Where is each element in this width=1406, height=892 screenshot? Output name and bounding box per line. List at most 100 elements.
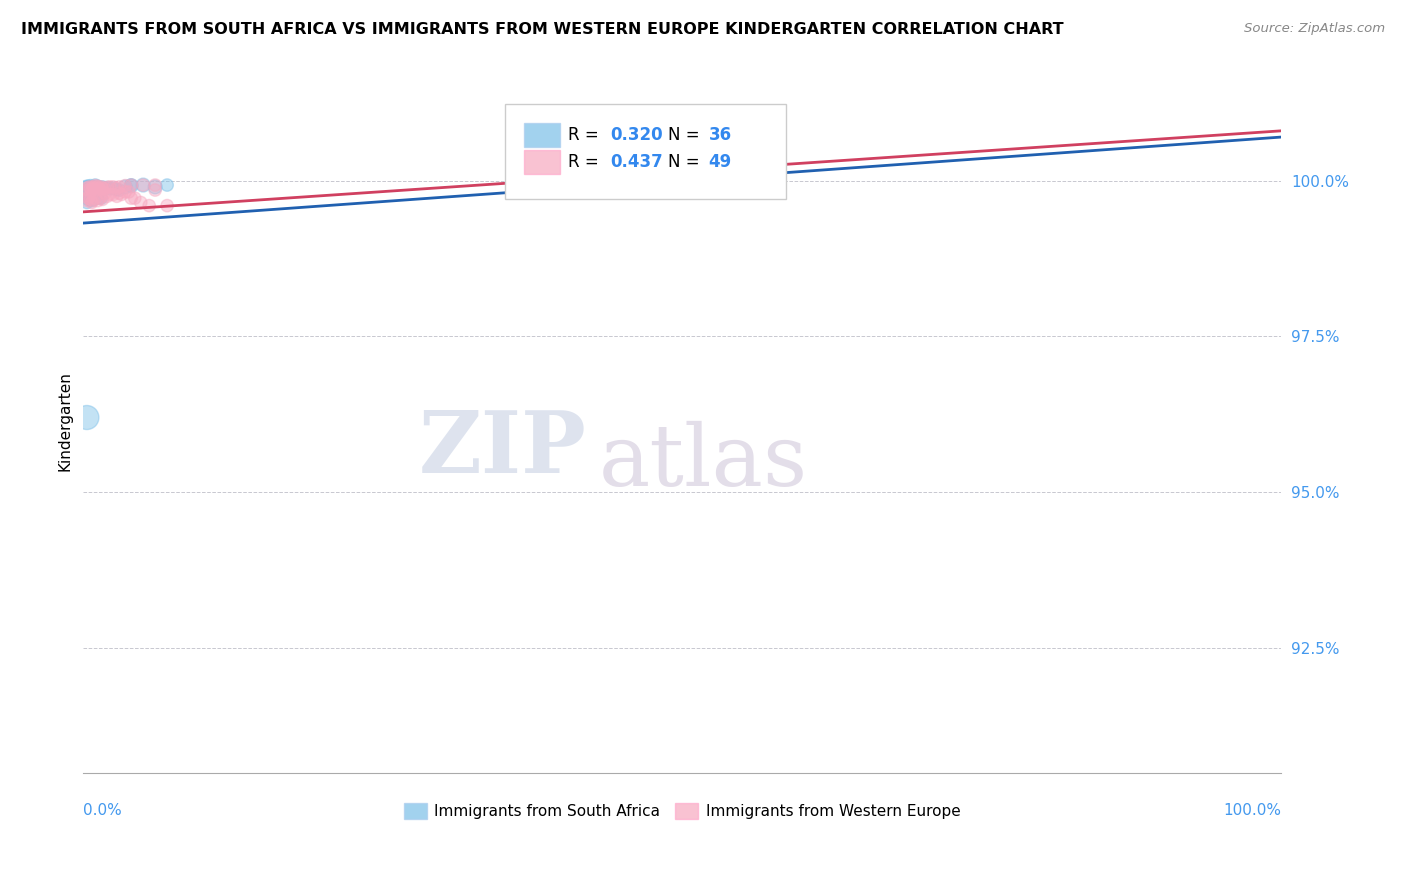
Point (86, 191, 108, 205)
Point (77, 180, 100, 194)
Point (82, 193, 104, 207)
Point (83, 181, 105, 195)
Point (84, 191, 107, 205)
Point (91, 193, 114, 207)
FancyBboxPatch shape (524, 123, 560, 147)
Point (90, 181, 112, 195)
Text: R =: R = (568, 127, 605, 145)
Point (82, 194, 104, 208)
Point (94, 182, 117, 196)
Point (76, 194, 98, 208)
Text: 100.0%: 100.0% (1223, 804, 1281, 818)
Point (98, 180, 121, 194)
Point (82, 180, 104, 194)
Text: 0.0%: 0.0% (83, 804, 122, 818)
Point (103, 180, 125, 194)
Point (98, 187, 121, 202)
Point (77, 191, 100, 205)
Point (77, 183, 100, 197)
Text: 36: 36 (709, 127, 731, 145)
Point (103, 187, 125, 202)
Point (91, 180, 114, 194)
Point (86, 179, 108, 194)
Point (90, 180, 112, 194)
Point (132, 178, 155, 192)
Point (77, 181, 100, 195)
Point (105, 189, 128, 203)
Point (105, 182, 128, 196)
Point (114, 180, 136, 194)
Point (124, 191, 146, 205)
Point (111, 187, 134, 202)
Point (94, 182, 117, 196)
Point (89, 191, 111, 205)
Point (108, 183, 131, 197)
FancyBboxPatch shape (505, 103, 786, 199)
Point (108, 186, 131, 201)
Point (120, 178, 142, 192)
Point (90, 191, 112, 205)
Text: ZIP: ZIP (419, 407, 586, 491)
Point (156, 178, 179, 192)
Text: N =: N = (668, 127, 704, 145)
Text: Source: ZipAtlas.com: Source: ZipAtlas.com (1244, 22, 1385, 36)
Point (82, 180, 104, 194)
Point (86, 194, 108, 208)
Point (86, 180, 108, 194)
Point (77, 189, 100, 203)
Point (118, 185, 141, 199)
Legend: Immigrants from South Africa, Immigrants from Western Europe: Immigrants from South Africa, Immigrants… (398, 797, 967, 825)
Point (79, 178, 101, 193)
Point (76, 195, 98, 210)
Point (89, 183, 111, 197)
Point (103, 181, 125, 195)
Point (84, 178, 107, 193)
Point (108, 180, 131, 194)
Point (80, 183, 103, 197)
Point (86, 179, 108, 194)
Point (84, 189, 107, 203)
Point (77, 189, 100, 203)
Point (89, 183, 111, 197)
Point (120, 178, 142, 192)
Text: N =: N = (668, 153, 704, 171)
Point (76, 410, 98, 425)
Point (80, 183, 103, 197)
Point (156, 199, 179, 213)
Point (77, 180, 100, 194)
Point (94, 186, 117, 201)
Point (129, 195, 152, 210)
Point (120, 178, 142, 193)
Point (105, 181, 128, 195)
Point (143, 183, 166, 197)
Point (96, 180, 118, 194)
Point (86, 180, 108, 194)
Point (114, 185, 136, 199)
Point (91, 181, 114, 195)
Point (98, 182, 121, 196)
Point (79, 181, 101, 195)
Text: 49: 49 (709, 153, 731, 171)
Point (143, 180, 166, 194)
Point (96, 189, 118, 203)
Point (96, 180, 118, 194)
Text: 0.437: 0.437 (610, 153, 664, 171)
Point (132, 178, 155, 192)
Point (87, 181, 110, 195)
Point (84, 178, 107, 192)
Point (138, 199, 160, 213)
Text: 0.320: 0.320 (610, 127, 664, 145)
Point (87, 181, 110, 195)
Point (76, 183, 98, 197)
Text: atlas: atlas (599, 421, 807, 505)
Point (114, 178, 136, 193)
Y-axis label: Kindergarten: Kindergarten (58, 371, 72, 471)
Point (83, 182, 105, 196)
Text: R =: R = (568, 153, 605, 171)
Point (77, 193, 100, 207)
Text: IMMIGRANTS FROM SOUTH AFRICA VS IMMIGRANTS FROM WESTERN EUROPE KINDERGARTEN CORR: IMMIGRANTS FROM SOUTH AFRICA VS IMMIGRAN… (21, 22, 1064, 37)
Point (143, 178, 166, 192)
Point (120, 191, 142, 205)
Point (79, 193, 101, 207)
Point (80, 194, 103, 208)
